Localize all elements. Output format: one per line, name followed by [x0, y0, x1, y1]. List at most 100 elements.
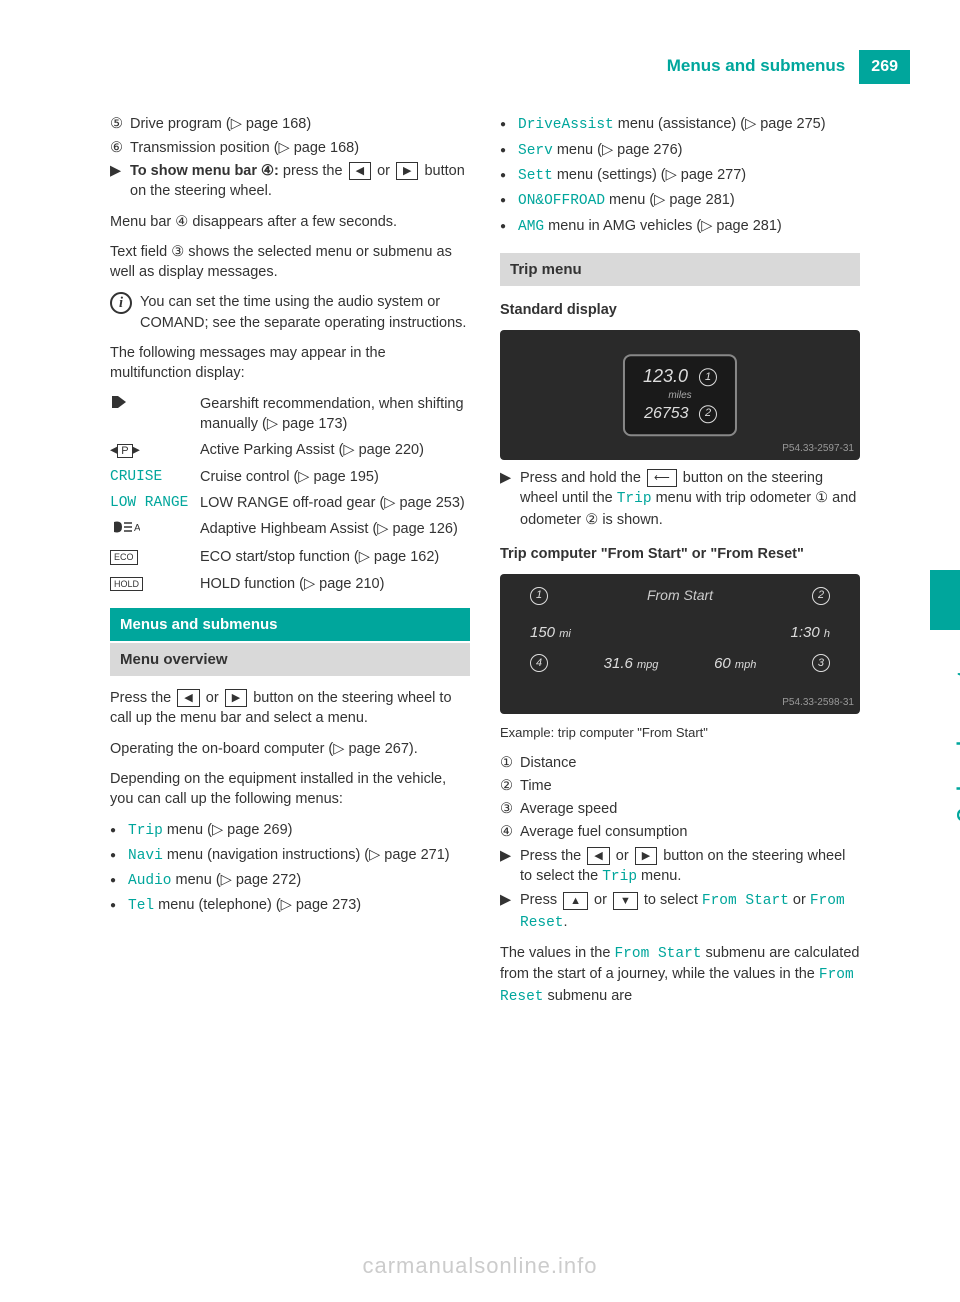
- left-arrow-button: ◀: [587, 847, 609, 865]
- def-text: Distance: [520, 753, 860, 773]
- menu-list-item: ●Trip menu (▷ page 269): [110, 820, 470, 841]
- step-item: ▶ Press the ◀ or ▶ button on the steerin…: [500, 846, 860, 888]
- left-arrow-button: ◀: [177, 689, 199, 707]
- def-marker: ④: [500, 822, 520, 842]
- menu-list-item: ●Sett menu (settings) (▷ page 277): [500, 165, 860, 186]
- footer-watermark: carmanualsonline.info: [0, 1251, 960, 1282]
- list-item: ⑤ Drive program (▷ page 168): [110, 114, 470, 134]
- trip-bar: Trip menu: [500, 253, 860, 286]
- textfield-para: Text field ③ shows the selected menu or …: [110, 242, 470, 283]
- standard-display-image: 123.0 1 miles 26753 2 P54.33-2597-31: [500, 330, 860, 460]
- cruise-label: CRUISE: [110, 467, 200, 487]
- step-text: Press and hold the ⟵ button on the steer…: [520, 468, 860, 530]
- trip-computer-image: 1 From Start 2 150 mi 1:30 h 4 31.6 mpg …: [500, 574, 860, 714]
- table-row: ECO ECO start/stop function (▷ page 162): [110, 547, 470, 567]
- table-row: A Adaptive Highbeam Assist (▷ page 126): [110, 519, 470, 541]
- values-para: The values in the From Start submenu are…: [500, 943, 860, 1007]
- menu-name: DriveAssist: [518, 117, 614, 133]
- table-cell: Adaptive Highbeam Assist (▷ page 126): [200, 519, 470, 541]
- trip-computer-head: Trip computer "From Start" or "From Rese…: [500, 544, 860, 564]
- bullet-icon: ●: [500, 216, 518, 237]
- eco-icon: ECO: [110, 547, 200, 567]
- menu-name: Audio: [128, 873, 172, 889]
- right-arrow-button: ▶: [635, 847, 657, 865]
- image-caption: P54.33-2597-31: [782, 442, 854, 456]
- step-text: Press ▲ or ▼ to select From Start or Fro…: [520, 890, 860, 933]
- back-button: ⟵: [647, 469, 677, 487]
- label-4-icon: 4: [530, 654, 548, 672]
- press-para: Press the ◀ or ▶ button on the steering …: [110, 688, 470, 729]
- label-3-icon: 3: [812, 654, 830, 672]
- page-header: Menus and submenus 269: [110, 50, 910, 84]
- menu-name: Sett: [518, 168, 553, 184]
- lowrange-label: LOW RANGE: [110, 493, 200, 513]
- right-column: ●DriveAssist menu (assistance) (▷ page 2…: [500, 114, 860, 1016]
- bullet-icon: ●: [110, 870, 128, 891]
- def-marker: ③: [500, 799, 520, 819]
- triangle-marker: ▶: [110, 161, 130, 202]
- menu-list-item: ●Audio menu (▷ page 272): [110, 870, 470, 891]
- definition-item: ③Average speed: [500, 799, 860, 819]
- label-1-icon: 1: [699, 369, 717, 387]
- table-cell: LOW RANGE off-road gear (▷ page 253): [200, 493, 470, 513]
- step-text: Press the ◀ or ▶ button on the steering …: [520, 846, 860, 888]
- label-2-icon: 2: [812, 587, 830, 605]
- section-bar: Menus and submenus: [110, 608, 470, 641]
- label-2-icon: 2: [699, 405, 717, 423]
- left-arrow-button: ◀: [349, 162, 371, 180]
- step-item: ▶ Press ▲ or ▼ to select From Start or F…: [500, 890, 860, 933]
- menu-name: AMG: [518, 219, 544, 235]
- svg-text:A: A: [134, 523, 140, 534]
- example-caption: Example: trip computer "From Start": [500, 724, 860, 742]
- info-note: i You can set the time using the audio s…: [110, 292, 470, 333]
- highbeam-icon: A: [110, 519, 200, 541]
- info-icon: i: [110, 292, 132, 314]
- step-item: ▶ Press and hold the ⟵ button on the ste…: [500, 468, 860, 530]
- table-cell: HOLD function (▷ page 210): [200, 574, 470, 594]
- triangle-marker: ▶: [500, 468, 520, 530]
- table-cell: Cruise control (▷ page 195): [200, 467, 470, 487]
- show-menu-lead: To show menu bar ④:: [130, 163, 279, 179]
- bullet-icon: ●: [500, 140, 518, 161]
- label-1-icon: 1: [530, 587, 548, 605]
- list-item: ⑥ Transmission position (▷ page 168): [110, 138, 470, 158]
- table-row: Gearshift recommendation, when shifting …: [110, 394, 470, 435]
- marker-5: ⑤: [110, 114, 130, 134]
- menu-name: Tel: [128, 898, 154, 914]
- table-cell: Gearshift recommendation, when shifting …: [200, 394, 470, 435]
- table-row: LOW RANGE LOW RANGE off-road gear (▷ pag…: [110, 493, 470, 513]
- hold-icon: HOLD: [110, 574, 200, 594]
- bullet-icon: ●: [500, 190, 518, 211]
- bullet-icon: ●: [110, 845, 128, 866]
- menu-list-item: ●Navi menu (navigation instructions) (▷ …: [110, 845, 470, 866]
- bullet-icon: ●: [110, 895, 128, 916]
- header-title: Menus and submenus: [667, 54, 846, 78]
- table-row: CRUISE Cruise control (▷ page 195): [110, 467, 470, 487]
- definition-item: ④Average fuel consumption: [500, 822, 860, 842]
- triangle-marker: ▶: [500, 846, 520, 888]
- parking-icon: ◂P▸: [110, 440, 200, 460]
- side-tab: On-board computer and displays: [920, 110, 960, 610]
- depending-para: Depending on the equipment installed in …: [110, 769, 470, 810]
- def-text: Average speed: [520, 799, 860, 819]
- down-arrow-button: ▼: [613, 892, 638, 910]
- standard-display-head: Standard display: [500, 300, 860, 320]
- image-caption: P54.33-2598-31: [782, 696, 854, 710]
- table-cell: Active Parking Assist (▷ page 220): [200, 440, 470, 460]
- menu-list-item: ●DriveAssist menu (assistance) (▷ page 2…: [500, 114, 860, 135]
- menu-name: ON&OFFROAD: [518, 193, 605, 209]
- page-number: 269: [859, 50, 910, 84]
- info-text: You can set the time using the audio sys…: [140, 292, 470, 333]
- triangle-marker: ▶: [500, 890, 520, 933]
- right-arrow-button: ▶: [225, 689, 247, 707]
- item-text: Drive program (▷ page 168): [130, 114, 470, 134]
- menu-list-item: ●Tel menu (telephone) (▷ page 273): [110, 895, 470, 916]
- gearshift-icon: [110, 394, 200, 435]
- definition-item: ②Time: [500, 776, 860, 796]
- list-item: ▶ To show menu bar ④: press the ◀ or ▶ b…: [110, 161, 470, 202]
- menu-list-item: ●ON&OFFROAD menu (▷ page 281): [500, 190, 860, 211]
- operating-para: Operating the on-board computer (▷ page …: [110, 739, 470, 759]
- sub-bar: Menu overview: [110, 643, 470, 676]
- following-para: The following messages may appear in the…: [110, 343, 470, 384]
- table-row: HOLD HOLD function (▷ page 210): [110, 574, 470, 594]
